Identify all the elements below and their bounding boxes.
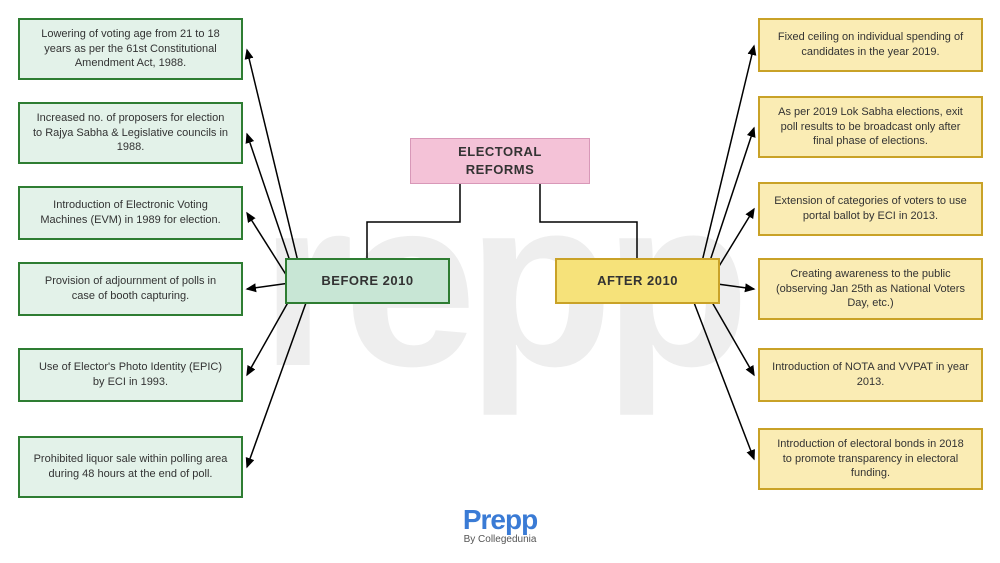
before-leaf-3-text: Provision of adjournment of polls in cas…: [32, 274, 229, 304]
title-node: ELECTORAL REFORMS: [410, 138, 590, 184]
before-leaf-1: Increased no. of proposers for election …: [18, 102, 243, 164]
after-leaf-4: Introduction of NOTA and VVPAT in year 2…: [758, 348, 983, 402]
brand-byline: By Collegedunia: [463, 534, 537, 545]
before-leaf-0-text: Lowering of voting age from 21 to 18 yea…: [32, 27, 229, 72]
after-leaf-2-text: Extension of categories of voters to use…: [772, 194, 969, 224]
edge-title-after: [540, 184, 637, 258]
title-label: ELECTORAL REFORMS: [423, 143, 577, 178]
before-leaf-5-text: Prohibited liquor sale within polling ar…: [32, 452, 229, 482]
edge-before-5: [247, 300, 307, 467]
edge-before-3: [247, 283, 290, 289]
brand-logo: Prepp By Collegedunia: [463, 504, 537, 545]
after-leaf-0: Fixed ceiling on individual spending of …: [758, 18, 983, 72]
edge-after-0: [700, 46, 754, 270]
branch-before-label: BEFORE 2010: [321, 272, 413, 290]
before-leaf-3: Provision of adjournment of polls in cas…: [18, 262, 243, 316]
after-leaf-4-text: Introduction of NOTA and VVPAT in year 2…: [772, 360, 969, 390]
before-leaf-2: Introduction of Electronic Voting Machin…: [18, 186, 243, 240]
after-leaf-2: Extension of categories of voters to use…: [758, 182, 983, 236]
branch-after-node: AFTER 2010: [555, 258, 720, 304]
after-leaf-5: Introduction of electoral bonds in 2018 …: [758, 428, 983, 490]
before-leaf-5: Prohibited liquor sale within polling ar…: [18, 436, 243, 498]
before-leaf-2-text: Introduction of Electronic Voting Machin…: [32, 198, 229, 228]
after-leaf-3-text: Creating awareness to the public (observ…: [772, 267, 969, 312]
before-leaf-0: Lowering of voting age from 21 to 18 yea…: [18, 18, 243, 80]
edge-before-1: [247, 134, 295, 276]
after-leaf-1: As per 2019 Lok Sabha elections, exit po…: [758, 96, 983, 158]
after-leaf-5-text: Introduction of electoral bonds in 2018 …: [772, 437, 969, 482]
edge-after-5: [693, 300, 754, 459]
edge-after-1: [705, 128, 754, 276]
edge-before-0: [247, 50, 300, 270]
after-leaf-0-text: Fixed ceiling on individual spending of …: [772, 30, 969, 60]
before-leaf-4: Use of Elector's Photo Identity (EPIC) b…: [18, 348, 243, 402]
branch-before-node: BEFORE 2010: [285, 258, 450, 304]
before-leaf-4-text: Use of Elector's Photo Identity (EPIC) b…: [32, 360, 229, 390]
edge-before-2: [247, 213, 290, 281]
branch-after-label: AFTER 2010: [597, 272, 678, 290]
after-leaf-1-text: As per 2019 Lok Sabha elections, exit po…: [772, 105, 969, 150]
before-leaf-1-text: Increased no. of proposers for election …: [32, 111, 229, 156]
edge-title-before: [367, 184, 460, 258]
after-leaf-3: Creating awareness to the public (observ…: [758, 258, 983, 320]
brand-name: Prepp: [463, 504, 537, 536]
